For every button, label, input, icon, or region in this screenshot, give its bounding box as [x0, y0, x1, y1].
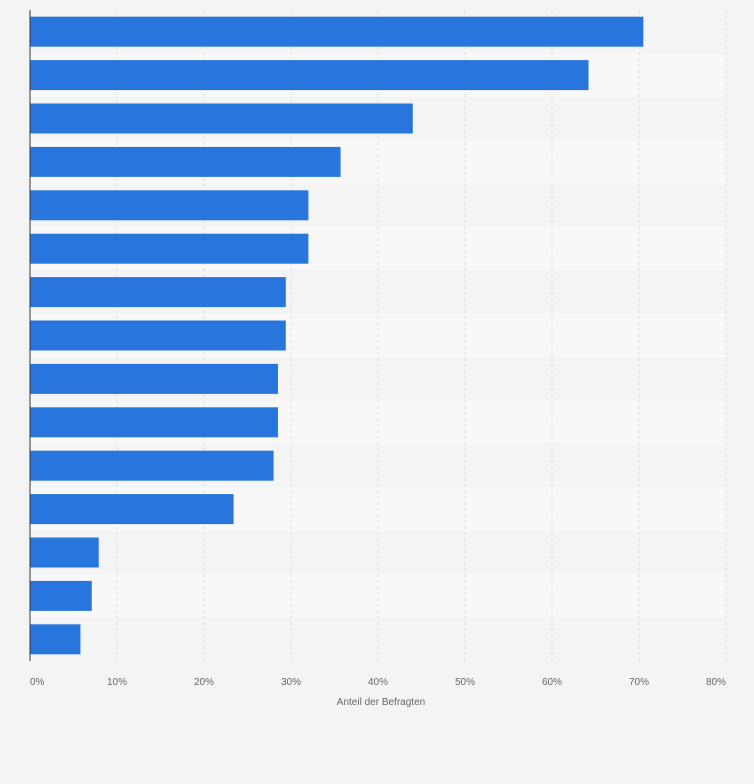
x-tick-label: 30% — [281, 677, 301, 688]
bar — [30, 450, 274, 481]
bar — [30, 233, 309, 264]
x-tick-labels: 0% 10% 20% 30% 40% 50% 60% 70% 80% — [30, 677, 726, 688]
x-tick-label: 10% — [107, 677, 127, 688]
bar — [30, 190, 309, 221]
x-axis-label: Anteil der Befragten — [337, 697, 425, 708]
bar — [30, 494, 234, 525]
bar — [30, 363, 278, 394]
bar — [30, 407, 278, 438]
x-tick-label: 70% — [629, 677, 649, 688]
bar — [30, 16, 644, 47]
x-tick-label: 40% — [368, 677, 388, 688]
bar — [30, 103, 413, 134]
x-tick-label: 0% — [30, 677, 45, 688]
bar — [30, 580, 92, 611]
x-tick-label: 80% — [706, 677, 726, 688]
bar — [30, 277, 286, 308]
bar — [30, 537, 99, 568]
x-tick-label: 50% — [455, 677, 475, 688]
bar — [30, 624, 81, 655]
bar — [30, 60, 589, 91]
x-tick-label: 60% — [542, 677, 562, 688]
bar — [30, 320, 286, 351]
bars — [30, 16, 644, 655]
bar — [30, 146, 341, 177]
x-tick-label: 20% — [194, 677, 214, 688]
